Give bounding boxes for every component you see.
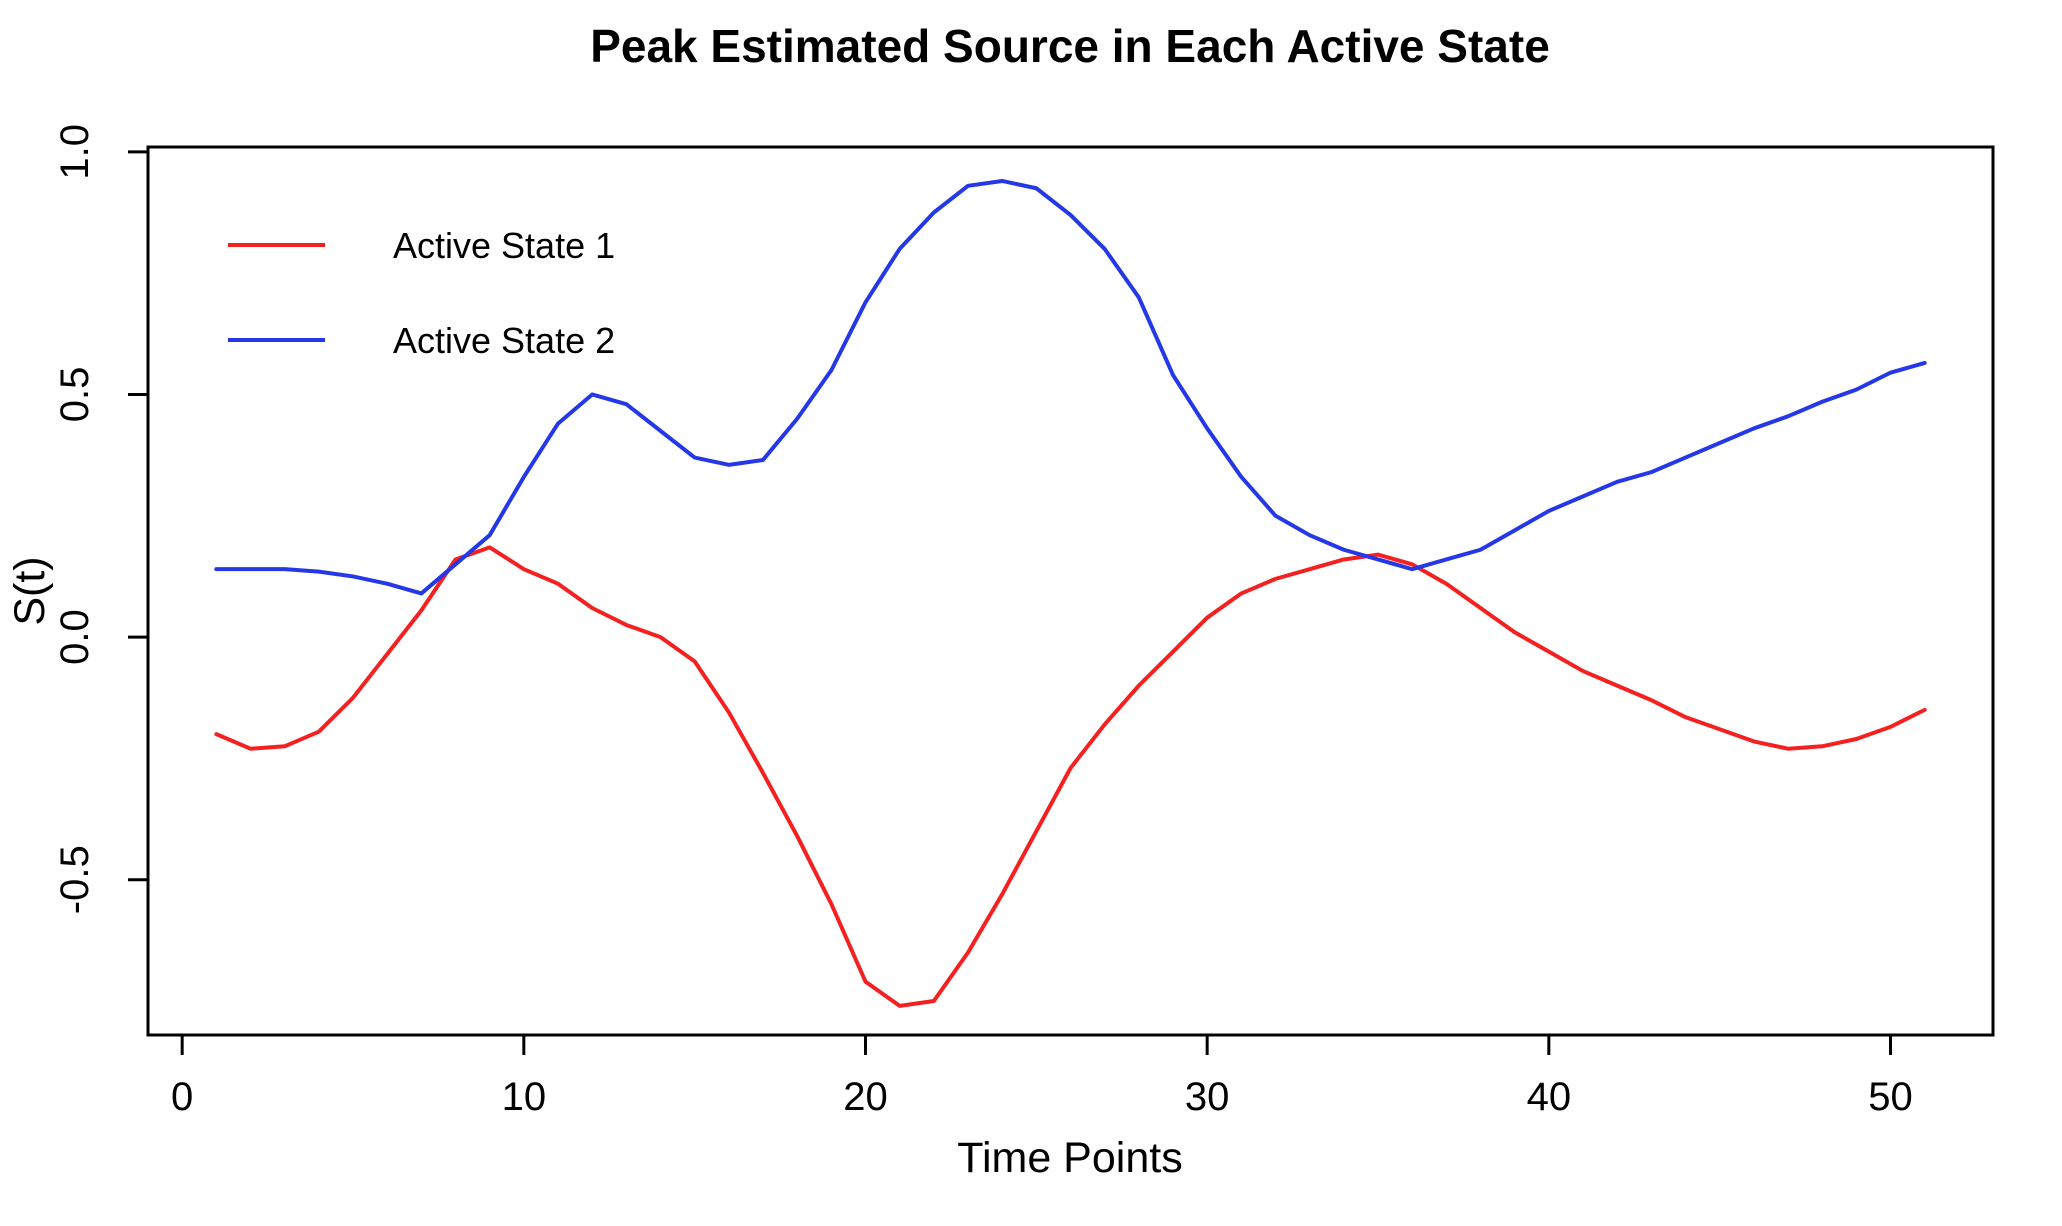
x-tick-label: 30 <box>1185 1075 1230 1119</box>
axis-ticks: 0 10 20 30 40 50 -0.5 0.0 0.5 1.0 <box>53 124 1913 1119</box>
x-tick-label: 50 <box>1868 1075 1913 1119</box>
y-tick-label: 1.0 <box>53 124 97 180</box>
legend-label-active-state-2: Active State 2 <box>393 320 615 361</box>
y-tick-label: 0.5 <box>53 367 97 423</box>
x-tick-label: 10 <box>502 1075 547 1119</box>
x-axis-label: Time Points <box>957 1134 1182 1182</box>
legend-label-active-state-1: Active State 1 <box>393 225 615 266</box>
legend: Active State 1 Active State 2 <box>228 225 615 361</box>
series-line-active-state-1 <box>214 545 1927 1008</box>
y-axis-label: S(t) <box>6 556 54 625</box>
y-tick-label: 0.0 <box>53 609 97 665</box>
series-lines <box>214 178 1927 1008</box>
chart-title: Peak Estimated Source in Each Active Sta… <box>590 20 1550 72</box>
x-tick-label: 20 <box>843 1075 888 1119</box>
series-line-active-state-2 <box>214 178 1927 596</box>
x-tick-label: 0 <box>171 1075 193 1119</box>
y-tick-label: -0.5 <box>53 845 97 914</box>
plot-box <box>146 145 1995 1037</box>
x-tick-label: 40 <box>1527 1075 1572 1119</box>
